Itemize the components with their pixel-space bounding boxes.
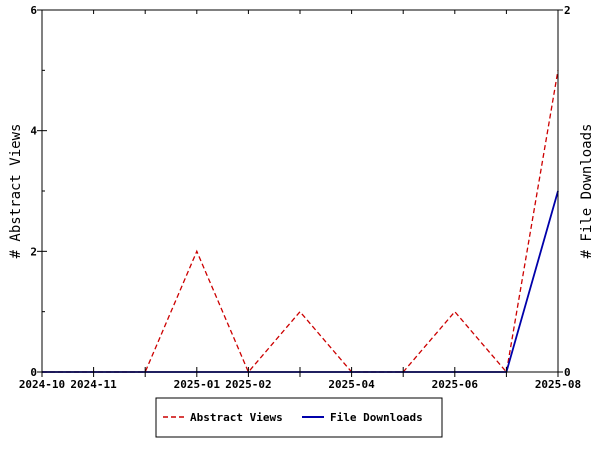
- legend: Abstract Views File Downloads: [155, 397, 443, 438]
- x-tick-label: 2024-10: [19, 378, 65, 391]
- y2-tick-label: 2: [564, 4, 571, 17]
- y-tick-label: 4: [30, 125, 37, 138]
- plot-frame: [41, 9, 559, 373]
- y2-tick-label: 0: [564, 366, 571, 379]
- series-line-file-downloads: [42, 190, 559, 373]
- y2-axis-title: # File Downloads: [579, 124, 595, 259]
- x-tick-label: 2025-02: [225, 378, 271, 391]
- y-tick-label: 6: [30, 4, 37, 17]
- legend-box: [155, 397, 443, 438]
- x-tick-label: 2025-04: [328, 378, 375, 391]
- x-tick-label: 2025-06: [432, 378, 479, 391]
- x-tick-label: 2025-01: [174, 378, 221, 391]
- legend-label-file-downloads: File Downloads: [330, 411, 423, 424]
- x-tick-label: 2024-11: [70, 378, 117, 391]
- series-line-abstract-views: [42, 70, 559, 374]
- y-axis-title: # Abstract Views: [8, 124, 24, 259]
- x-tick-label: 2025-08: [535, 378, 581, 391]
- y-tick-label: 0: [30, 366, 37, 379]
- y-tick-label: 2: [30, 245, 37, 258]
- legend-label-abstract-views: Abstract Views: [190, 411, 283, 424]
